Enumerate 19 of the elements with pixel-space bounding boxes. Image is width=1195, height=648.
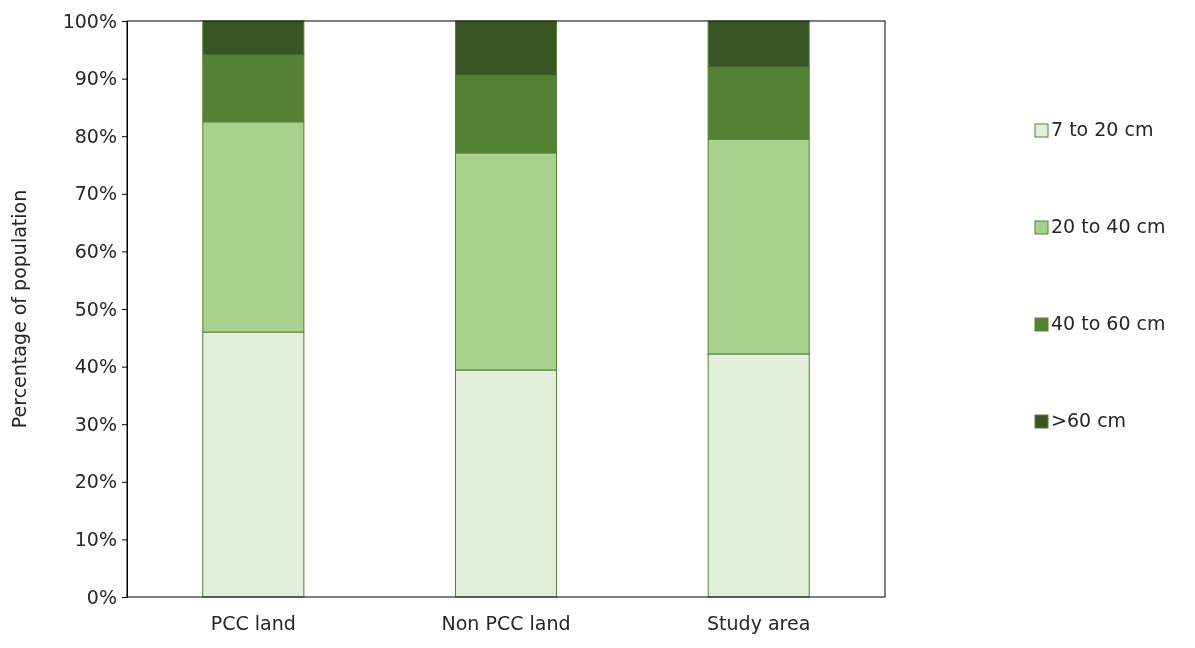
y-tick-label: 60% [74, 239, 117, 262]
legend-label: 20 to 40 cm [1051, 215, 1166, 237]
x-tick-label: Study area [707, 612, 811, 635]
x-tick-label: Non PCC land [441, 612, 571, 635]
y-axis-title: Percentage of population [8, 189, 30, 429]
y-tick-label: 50% [74, 297, 117, 320]
legend-label: 40 to 60 cm [1051, 312, 1166, 334]
y-tick-label: 90% [74, 67, 117, 90]
y-tick-label: 30% [74, 412, 117, 435]
legend-label: >60 cm [1051, 409, 1127, 431]
y-tick-label: 70% [74, 182, 117, 205]
y-tick-label: 0% [86, 585, 117, 608]
y-tick-label: 20% [74, 470, 117, 493]
y-tick-label: 40% [74, 355, 117, 378]
y-tick-label: 10% [74, 527, 117, 550]
y-tick-label: 100% [62, 9, 117, 32]
x-tick-label: PCC land [210, 612, 296, 635]
y-tick-label: 80% [74, 124, 117, 147]
legend-label: 7 to 20 cm [1051, 118, 1154, 140]
